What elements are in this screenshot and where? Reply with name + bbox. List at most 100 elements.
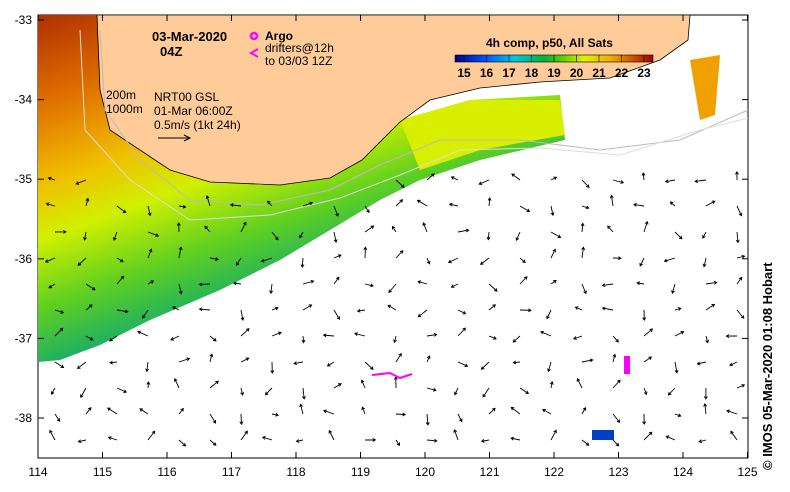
current-arrow xyxy=(209,413,217,424)
current-arrow xyxy=(299,403,304,415)
current-arrow xyxy=(694,179,707,184)
current-arrow xyxy=(328,429,335,441)
current-arrow xyxy=(271,412,279,417)
current-arrow xyxy=(612,379,621,389)
sst-field-east xyxy=(400,100,565,170)
current-arrow xyxy=(416,199,428,207)
current-arrow xyxy=(550,429,557,441)
current-arrow xyxy=(364,361,374,370)
x-tick-label: 121 xyxy=(479,465,499,479)
current-arrow xyxy=(395,199,404,207)
current-arrow xyxy=(147,280,155,285)
colorbar-tick-label: 17 xyxy=(502,66,516,80)
current-arrow xyxy=(576,378,583,389)
current-arrow xyxy=(395,250,404,259)
x-tick-label: 116 xyxy=(157,465,176,479)
current-arrow xyxy=(417,309,428,318)
isobath-1000-label: 1000m xyxy=(106,102,143,116)
current-arrow xyxy=(580,222,585,233)
current-arrow xyxy=(364,225,375,233)
isobath-1000 xyxy=(79,29,749,221)
current-arrow xyxy=(240,221,247,233)
current-arrow xyxy=(550,205,555,217)
current-arrow xyxy=(333,205,339,217)
current-arrow xyxy=(299,231,304,239)
current-arrow xyxy=(293,361,304,366)
current-arrow xyxy=(457,228,470,233)
current-arrow xyxy=(170,335,180,341)
current-arrow xyxy=(50,387,56,395)
current-arrow xyxy=(607,225,614,233)
current-arrow xyxy=(395,412,407,417)
current-arrow xyxy=(549,380,554,389)
current-arrow xyxy=(178,439,187,447)
current-arrow xyxy=(240,387,245,396)
current-arrow xyxy=(674,413,682,418)
current-arrow xyxy=(550,231,562,238)
legend-drifters: drifters@12h xyxy=(265,41,334,55)
current-arrow xyxy=(137,330,149,337)
current-arrow xyxy=(669,201,676,207)
current-arrow xyxy=(300,257,305,268)
current-arrow xyxy=(725,334,738,338)
colorbar-ticks: 15 16 17 18 19 20 21 22 23 xyxy=(457,55,651,80)
legend-drifters-time: to 03/03 12Z xyxy=(265,54,332,68)
current-arrow xyxy=(612,335,619,343)
current-arrow xyxy=(77,439,87,444)
drifter-track xyxy=(624,356,630,374)
current-arrow xyxy=(642,309,647,322)
current-arrow xyxy=(173,378,180,389)
current-arrow xyxy=(116,309,129,314)
current-arrow xyxy=(48,283,56,289)
current-arrow xyxy=(209,380,219,389)
current-arrow xyxy=(426,387,437,392)
current-arrow xyxy=(736,276,743,285)
current-arrow xyxy=(450,283,459,288)
current-arrow xyxy=(726,409,738,415)
current-arrow xyxy=(146,381,151,389)
current-arrow xyxy=(271,306,279,311)
current-arrow xyxy=(360,379,366,389)
current-arrow xyxy=(147,248,153,259)
map-date: 03-Mar-2020 xyxy=(152,29,227,44)
current-arrow xyxy=(515,231,521,241)
current-arrow xyxy=(488,304,496,311)
current-arrow xyxy=(581,439,590,446)
colorbar-tick-label: 16 xyxy=(480,66,494,80)
x-tick-label: 119 xyxy=(351,465,370,479)
scale-arrow-icon xyxy=(158,134,192,142)
colorbar-title: 4h comp, p50, All Sats xyxy=(486,36,613,50)
current-arrow xyxy=(54,229,67,234)
current-scale: 0.5m/s (1kt 24h) xyxy=(154,118,241,132)
x-tick-label: 125 xyxy=(737,465,757,479)
x-tick-label: 120 xyxy=(415,465,435,479)
current-arrow xyxy=(487,197,492,207)
current-arrow xyxy=(391,225,397,233)
x-tick-label: 123 xyxy=(608,465,628,479)
y-tick-label: -37 xyxy=(15,331,33,345)
current-arrow xyxy=(326,361,335,367)
current-arrow xyxy=(77,257,87,266)
current-arrow xyxy=(674,331,685,337)
current-arrow xyxy=(54,361,65,369)
current-arrow xyxy=(388,283,397,294)
isobath-200 xyxy=(99,29,749,206)
current-arrow xyxy=(235,257,242,266)
current-arrow xyxy=(519,308,532,313)
current-arrow xyxy=(703,387,708,400)
current-arrow xyxy=(734,170,739,181)
current-arrow xyxy=(85,335,94,341)
current-arrow xyxy=(239,413,244,426)
current-arrow xyxy=(546,309,552,320)
current-time: 01-Mar 06:00Z xyxy=(154,104,233,118)
argo-icon xyxy=(249,31,259,41)
current-arrow xyxy=(519,257,526,264)
current-arrow xyxy=(642,413,647,425)
current-arrow xyxy=(730,430,738,441)
current-arrow xyxy=(729,361,738,367)
current-arrow xyxy=(54,309,65,314)
current-arrow xyxy=(116,257,124,263)
current-arrow xyxy=(393,335,397,344)
